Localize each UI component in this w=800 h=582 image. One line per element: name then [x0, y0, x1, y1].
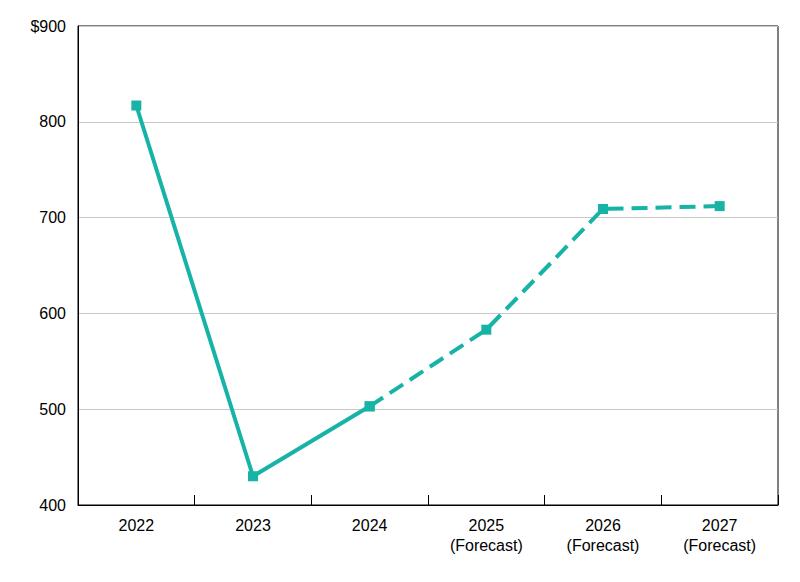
svg-text:2025: 2025: [469, 517, 505, 534]
svg-text:$900: $900: [30, 18, 66, 35]
svg-text:2027: 2027: [702, 517, 738, 534]
svg-text:(Forecast): (Forecast): [450, 537, 523, 554]
svg-text:2024: 2024: [352, 517, 388, 534]
svg-text:600: 600: [39, 305, 66, 322]
svg-text:400: 400: [39, 497, 66, 514]
svg-text:2022: 2022: [119, 517, 155, 534]
svg-text:2026: 2026: [585, 517, 621, 534]
svg-text:800: 800: [39, 113, 66, 130]
svg-text:700: 700: [39, 209, 66, 226]
svg-text:(Forecast): (Forecast): [683, 537, 756, 554]
svg-text:2023: 2023: [235, 517, 271, 534]
svg-text:500: 500: [39, 401, 66, 418]
svg-text:(Forecast): (Forecast): [567, 537, 640, 554]
